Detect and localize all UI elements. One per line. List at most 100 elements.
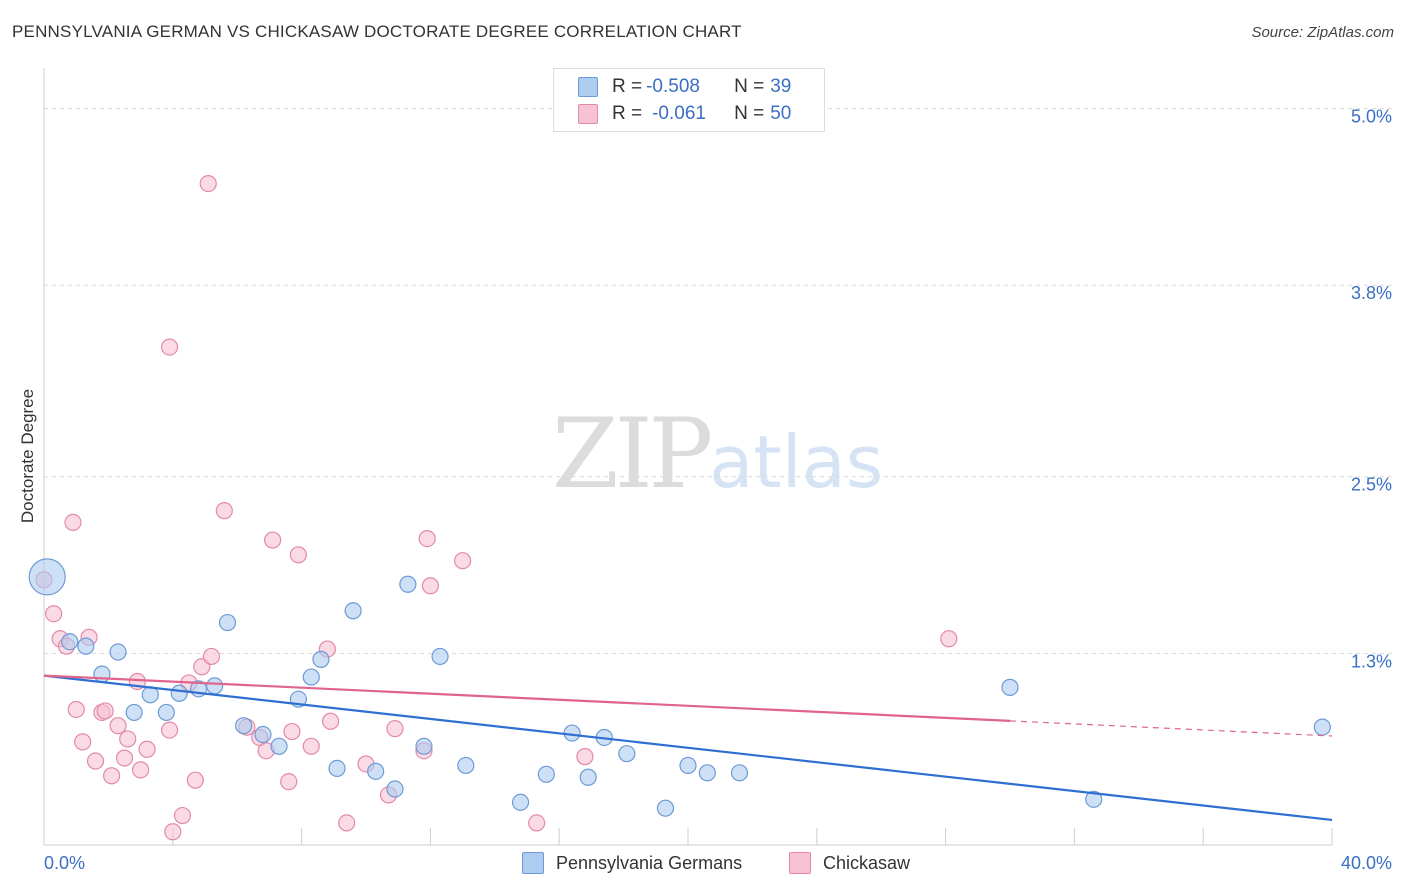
data-point: [109, 717, 127, 735]
data-point: [186, 771, 204, 789]
legend-row-pennsylvania: R = -0.508 N = 39: [578, 75, 791, 99]
data-point: [563, 724, 581, 742]
data-point: [312, 650, 330, 668]
y-tick-label: 5.0%: [1351, 106, 1392, 126]
trend-line-extension: [1009, 720, 1333, 737]
data-point: [202, 647, 221, 666]
legend-r-value: -0.061: [652, 103, 706, 124]
series-swatch-pink: [789, 852, 811, 874]
data-point: [157, 703, 175, 722]
legend-n-value: 39: [770, 76, 792, 97]
data-point: [67, 700, 85, 719]
series-pennsylvania-germans: [28, 558, 1331, 817]
legend-n-label: N =: [734, 76, 765, 97]
data-point: [302, 737, 320, 755]
data-point: [1085, 790, 1103, 808]
data-point: [160, 338, 179, 356]
data-point: [109, 643, 127, 661]
data-point: [386, 720, 404, 738]
legend-swatch-blue: [578, 77, 598, 97]
data-point: [61, 633, 79, 651]
series-legend-chickasaw: Chickasaw: [789, 852, 910, 874]
data-point: [138, 740, 156, 758]
y-tick-label: 1.3%: [1351, 652, 1392, 672]
data-point: [215, 502, 233, 520]
data-point: [415, 737, 433, 755]
y-tick-label: 3.8%: [1351, 283, 1392, 303]
data-point: [264, 531, 282, 549]
series-label: Pennsylvania Germans: [556, 852, 743, 873]
data-point: [199, 174, 217, 193]
data-point: [125, 703, 143, 722]
series-swatch-blue: [522, 852, 544, 874]
data-point: [1001, 678, 1019, 696]
trend-line: [43, 674, 1333, 822]
data-point: [454, 552, 472, 570]
data-point: [270, 737, 288, 755]
data-point: [170, 684, 188, 702]
legend-swatch-pink: [578, 104, 598, 124]
data-point: [457, 756, 475, 775]
legend-n-label: N =: [734, 103, 765, 124]
data-point: [399, 575, 417, 593]
data-point: [1313, 718, 1331, 736]
data-point: [344, 602, 362, 620]
data-point: [579, 768, 597, 786]
data-point: [338, 814, 356, 832]
data-point: [940, 630, 958, 648]
watermark-atlas: atlas: [709, 420, 884, 504]
data-point: [537, 765, 555, 783]
source-label: Source: ZipAtlas.com: [1251, 24, 1394, 41]
data-point: [618, 745, 636, 763]
legend-r-label: R =: [612, 76, 643, 97]
data-point: [730, 764, 749, 782]
data-point: [431, 647, 449, 666]
data-point: [421, 577, 439, 595]
data-point: [164, 823, 182, 841]
data-point: [235, 717, 253, 735]
data-point: [132, 761, 150, 779]
data-point: [656, 799, 675, 817]
data-point: [28, 558, 66, 596]
data-point: [418, 529, 436, 548]
data-point: [367, 762, 385, 780]
data-point: [386, 780, 404, 798]
data-point: [173, 806, 192, 825]
legend-r-value: -0.508: [646, 76, 700, 97]
legend-n-value: 50: [770, 103, 792, 124]
data-point: [511, 793, 530, 811]
data-point: [280, 773, 298, 791]
legend-r-label: R =: [612, 103, 643, 124]
chart-title: PENNSYLVANIA GERMAN VS CHICKASAW DOCTORA…: [12, 22, 742, 41]
data-point: [328, 759, 346, 778]
data-point: [77, 637, 95, 655]
data-point: [86, 752, 105, 770]
data-point: [321, 712, 340, 730]
trend-line: [43, 674, 1011, 722]
x-tick-label: 0.0%: [44, 853, 85, 873]
data-point: [254, 725, 272, 744]
data-point: [74, 733, 92, 751]
x-tick-label: 40.0%: [1341, 853, 1392, 873]
data-point: [93, 665, 111, 683]
series-legend: Pennsylvania Germans Chickasaw: [0, 852, 1406, 878]
data-point: [218, 613, 237, 632]
series-legend-pennsylvania: Pennsylvania Germans: [522, 852, 742, 874]
data-point: [103, 767, 121, 785]
watermark-zip: ZIP: [552, 398, 713, 510]
data-point: [528, 814, 546, 832]
correlation-legend: R = -0.508 N = 39 R = -0.061 N = 50: [553, 68, 825, 132]
data-point: [302, 668, 320, 686]
data-point: [679, 756, 697, 775]
data-point: [115, 749, 134, 767]
data-point: [160, 721, 179, 739]
data-point: [289, 546, 307, 564]
y-tick-label: 2.5%: [1351, 475, 1392, 495]
data-point: [64, 513, 82, 531]
watermark: ZIPatlas: [552, 398, 883, 510]
data-point: [96, 702, 114, 720]
data-point: [119, 730, 137, 748]
data-point: [576, 748, 594, 766]
data-point: [283, 722, 301, 741]
